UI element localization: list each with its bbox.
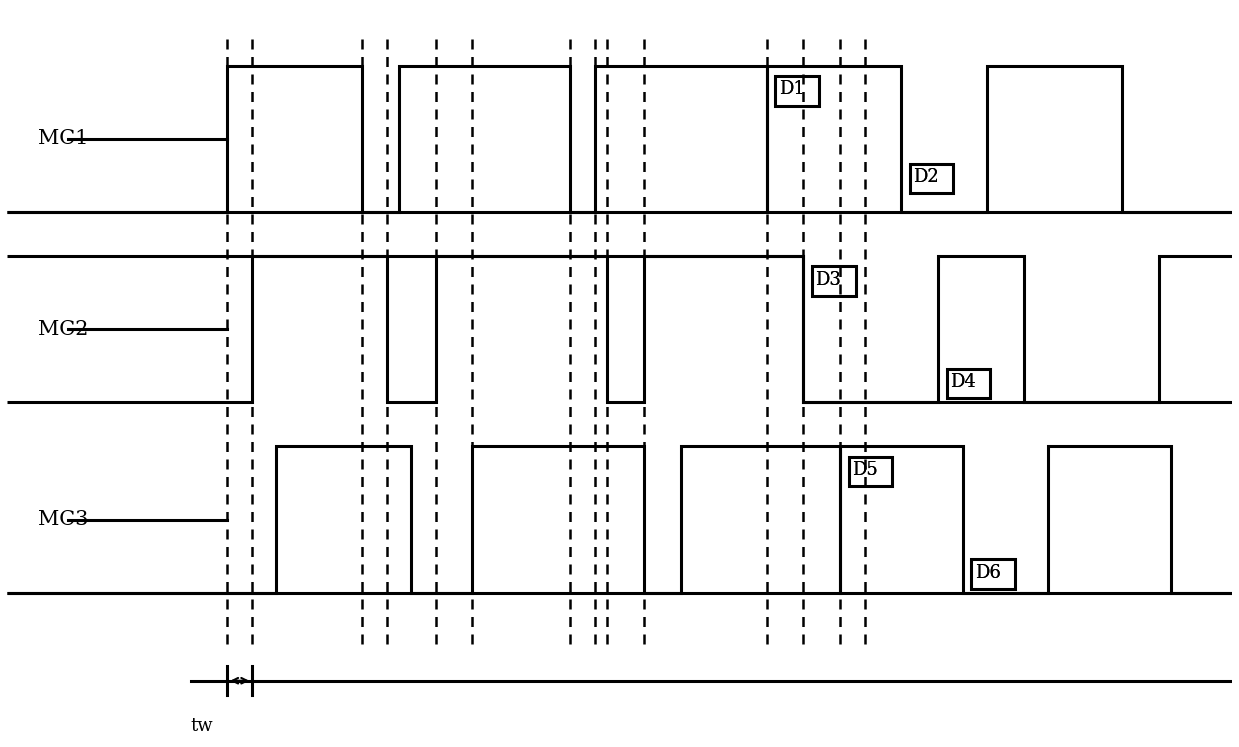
FancyBboxPatch shape — [947, 369, 990, 398]
Text: D2: D2 — [913, 168, 939, 186]
FancyBboxPatch shape — [909, 164, 953, 193]
Text: MC1: MC1 — [37, 129, 88, 148]
Text: D3: D3 — [815, 270, 841, 288]
Text: D4: D4 — [950, 374, 976, 391]
Text: D4: D4 — [950, 374, 976, 391]
Text: tw: tw — [191, 717, 213, 735]
Text: D3: D3 — [815, 270, 841, 288]
Text: D1: D1 — [779, 80, 804, 98]
Text: D6: D6 — [975, 563, 1001, 582]
FancyBboxPatch shape — [971, 560, 1015, 589]
Text: MC2: MC2 — [37, 320, 88, 338]
Text: MC3: MC3 — [37, 510, 88, 529]
Text: D5: D5 — [852, 461, 878, 479]
Text: D6: D6 — [975, 563, 1001, 582]
Text: D2: D2 — [913, 168, 939, 186]
FancyBboxPatch shape — [849, 456, 892, 486]
FancyBboxPatch shape — [812, 266, 855, 296]
FancyBboxPatch shape — [776, 75, 819, 105]
Text: D5: D5 — [852, 461, 878, 479]
Text: D1: D1 — [779, 80, 804, 98]
